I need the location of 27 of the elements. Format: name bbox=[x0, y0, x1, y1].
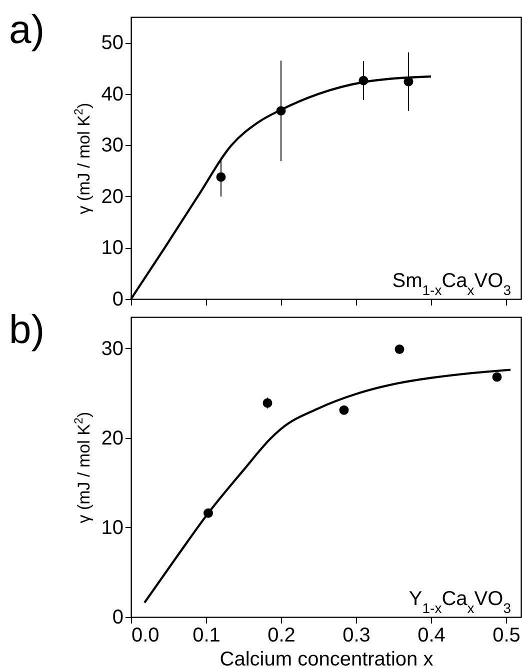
y-tick-label: 10 bbox=[101, 516, 124, 539]
y-tick-label: 20 bbox=[101, 186, 124, 208]
y-tick-label: 10 bbox=[101, 237, 124, 260]
y-tick-label: 50 bbox=[101, 32, 124, 54]
x-axis-title: Calcium concentration x bbox=[220, 648, 434, 668]
y-tick-label: 0 bbox=[112, 606, 124, 628]
x-tick-label: 0.2 bbox=[268, 624, 296, 646]
x-tick-label: 0.0 bbox=[132, 624, 160, 646]
y-tick-label: 20 bbox=[101, 427, 124, 450]
chart-title: a) bbox=[9, 8, 45, 52]
point bbox=[492, 372, 502, 382]
chart-title: b) bbox=[9, 308, 45, 352]
annotation: Y$_{1-x}$Ca$_{x}$VO$_{3}$ bbox=[408, 588, 512, 616]
x-tick-label: 0.3 bbox=[342, 624, 370, 646]
y-tick-label: 0 bbox=[112, 288, 124, 310]
point bbox=[339, 405, 349, 415]
x-tick-label: 0.4 bbox=[418, 624, 446, 646]
y-tick-label: 40 bbox=[101, 83, 124, 106]
x-tick-label: 0.5 bbox=[492, 624, 520, 646]
y-tick-label: 30 bbox=[101, 338, 124, 360]
point bbox=[394, 344, 404, 354]
point bbox=[262, 398, 272, 408]
y-tick-label: 30 bbox=[101, 134, 124, 157]
line-series bbox=[143, 368, 512, 604]
annotation: Sm$_{1-x}$Ca$_{x}$VO$_{3}$ bbox=[392, 270, 512, 298]
x-tick-label: 0.1 bbox=[192, 624, 220, 646]
point bbox=[216, 172, 226, 182]
